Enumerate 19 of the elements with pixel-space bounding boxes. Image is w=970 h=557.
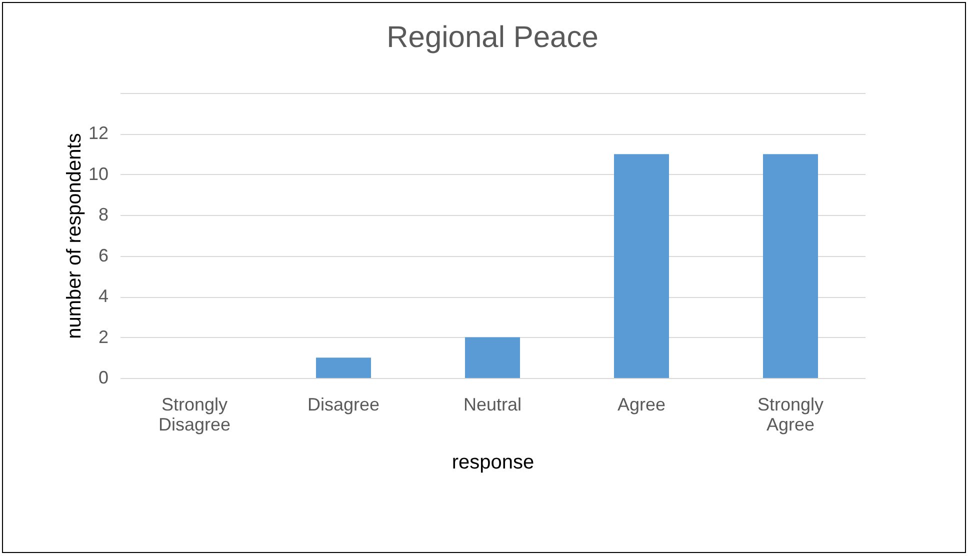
x-tick-label: Strongly Agree	[757, 394, 824, 434]
bar	[316, 358, 371, 378]
bar	[465, 337, 520, 378]
y-tick-label: 8	[98, 204, 108, 225]
x-tick-label: Disagree	[307, 394, 380, 414]
x-tick-label: Strongly Disagree	[158, 394, 231, 434]
y-tick-label: 10	[88, 164, 108, 184]
y-tick-label: 2	[98, 326, 108, 347]
chart-title: Regional Peace	[386, 21, 598, 54]
bar	[763, 154, 818, 378]
y-tick-label: 6	[98, 245, 108, 266]
y-tick-label: 4	[98, 286, 108, 306]
x-tick-label: Neutral	[463, 394, 522, 414]
x-axis-title: response	[452, 452, 534, 474]
bar	[614, 154, 669, 378]
y-tick-label: 0	[98, 368, 108, 388]
y-axis-title: number of respondents	[63, 133, 86, 339]
y-tick-label: 12	[88, 123, 108, 144]
x-tick-label: Agree	[617, 394, 666, 414]
